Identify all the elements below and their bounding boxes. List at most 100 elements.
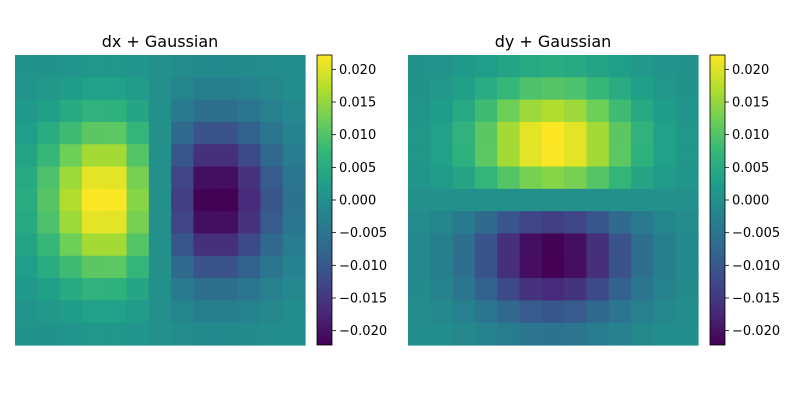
- heatmap-cell: [586, 144, 610, 168]
- heatmap-cell: [37, 300, 61, 324]
- heatmap-cell: [171, 322, 195, 346]
- heatmap-cell: [452, 77, 476, 101]
- heatmap-cell: [81, 166, 105, 190]
- heatmap-cell: [631, 211, 654, 235]
- colorbar-tick-label: −0.010: [732, 259, 780, 274]
- heatmap-cell: [193, 144, 217, 168]
- heatmap-cell: [519, 166, 543, 190]
- heatmap-cell: [193, 211, 217, 235]
- heatmap-cell: [430, 211, 454, 235]
- heatmap-cell: [215, 300, 239, 324]
- heatmap-cell: [608, 211, 632, 235]
- heatmap-cell: [430, 99, 454, 123]
- heatmap-cell: [608, 77, 632, 101]
- heatmap-cell: [497, 77, 521, 101]
- heatmap-cell: [586, 188, 610, 212]
- heatmap-cell: [631, 188, 654, 212]
- heatmap-cell: [452, 144, 476, 168]
- heatmap-cell: [104, 166, 128, 190]
- heatmap-cell: [260, 144, 284, 168]
- heatmap-cell: [15, 55, 38, 78]
- heatmap-cell: [564, 99, 588, 123]
- heatmap-cell: [675, 188, 699, 212]
- heatmap-cell: [653, 99, 677, 123]
- heatmap-cell: [260, 255, 284, 279]
- heatmap-cell: [37, 121, 61, 145]
- heatmap-cell: [193, 166, 217, 190]
- heatmap-cell: [519, 300, 543, 324]
- heatmap-cell: [564, 300, 588, 324]
- heatmap-cell: [171, 121, 195, 145]
- heatmap-cell: [171, 233, 195, 257]
- heatmap-cell: [104, 77, 128, 101]
- heatmap-cell: [497, 188, 521, 212]
- heatmap-cell: [631, 322, 654, 346]
- heatmap-cell: [608, 233, 632, 257]
- heatmap-cell: [193, 322, 217, 346]
- heatmap-cell: [631, 233, 654, 257]
- heatmap-cell: [81, 144, 105, 168]
- heatmap-cell: [104, 121, 128, 145]
- chart-title-dx: dx + Gaussian: [102, 32, 219, 51]
- heatmap-cell: [675, 166, 699, 190]
- heatmap-cell: [586, 278, 610, 301]
- heatmap-cell: [541, 188, 565, 212]
- colorbar-tick-label: 0.005: [732, 161, 769, 176]
- heatmap-cell: [59, 188, 83, 212]
- heatmap-cell: [474, 99, 498, 123]
- heatmap-cell: [81, 255, 105, 279]
- colorbar-tick-label: −0.005: [339, 226, 387, 241]
- heatmap-cell: [15, 77, 38, 101]
- heatmap-cell: [37, 322, 61, 346]
- heatmap-cell: [653, 300, 677, 324]
- heatmap-cell: [148, 99, 172, 123]
- heatmap-cell: [81, 188, 105, 212]
- heatmap-cell: [215, 166, 239, 190]
- heatmap-cell: [171, 144, 195, 168]
- heatmap-cell: [215, 211, 239, 235]
- heatmap-cell: [474, 322, 498, 346]
- heatmap-cell: [104, 188, 128, 212]
- heatmap-cell: [104, 99, 128, 123]
- heatmap-cell: [126, 144, 150, 168]
- heatmap-cell: [564, 121, 588, 145]
- heatmap-cell: [59, 55, 83, 78]
- heatmap-cell: [564, 144, 588, 168]
- heatmap-cell: [653, 77, 677, 101]
- heatmap-cell: [631, 166, 654, 190]
- colorbar-tick-label: 0.015: [732, 96, 769, 111]
- heatmap-cell: [452, 211, 476, 235]
- heatmap-cell: [282, 300, 306, 324]
- heatmap-cell: [171, 55, 195, 78]
- heatmap-cell: [260, 77, 284, 101]
- heatmap-cell: [519, 233, 543, 257]
- heatmap-cell: [238, 55, 261, 78]
- heatmap-cell: [193, 278, 217, 301]
- heatmap-cell: [238, 233, 261, 257]
- heatmap-cell: [59, 144, 83, 168]
- heatmap-cell: [497, 255, 521, 279]
- heatmap-cell: [497, 166, 521, 190]
- heatmap-cell: [260, 300, 284, 324]
- heatmap-cell: [608, 255, 632, 279]
- heatmap-cell: [675, 77, 699, 101]
- heatmap-cell: [408, 211, 431, 235]
- heatmap-cell: [171, 188, 195, 212]
- heatmap-cell: [81, 322, 105, 346]
- heatmap-cell: [126, 211, 150, 235]
- heatmap-cell: [430, 278, 454, 301]
- heatmap-cell: [126, 322, 150, 346]
- heatmap-cell: [37, 211, 61, 235]
- heatmap-cell: [15, 144, 38, 168]
- heatmap-cell: [586, 166, 610, 190]
- heatmap-cell: [15, 99, 38, 123]
- heatmap-cell: [452, 233, 476, 257]
- heatmap-cell: [193, 55, 217, 78]
- heatmap-cell: [260, 188, 284, 212]
- heatmap-cell: [497, 322, 521, 346]
- heatmap-cell: [37, 188, 61, 212]
- heatmap-cell: [541, 166, 565, 190]
- heatmap-cell: [430, 322, 454, 346]
- heatmap-cell: [608, 121, 632, 145]
- heatmap-cell: [497, 278, 521, 301]
